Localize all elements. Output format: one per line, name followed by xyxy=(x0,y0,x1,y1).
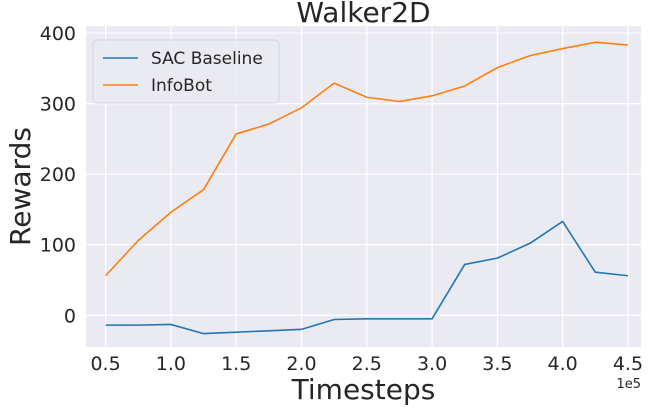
y-tick-label: 200 xyxy=(40,164,76,186)
series-line xyxy=(105,41,629,277)
x-tick-label: 4.0 xyxy=(548,353,578,375)
x-tick-label: 3.5 xyxy=(482,353,512,375)
y-axis-label: Rewards xyxy=(4,127,37,246)
x-tick-label: 4.5 xyxy=(613,353,643,375)
series-layer xyxy=(105,41,629,335)
chart-title: Walker2D xyxy=(296,0,430,29)
legend-label: InfoBot xyxy=(151,76,212,96)
x-tick-label: 1.5 xyxy=(221,353,251,375)
y-tick-label: 100 xyxy=(40,235,76,257)
y-tick-label: 300 xyxy=(40,94,76,116)
series-line xyxy=(105,220,629,335)
y-tick-label: 0 xyxy=(64,305,76,327)
x-tick-label: 3.0 xyxy=(417,353,447,375)
x-tick-label: 2.5 xyxy=(352,353,382,375)
x-tick-label: 1.0 xyxy=(156,353,186,375)
x-tick-label: 0.5 xyxy=(90,353,120,375)
x-axis-label: Timesteps xyxy=(291,373,436,406)
x-tick-label: 2.0 xyxy=(286,353,316,375)
x-axis-offset-label: 1e5 xyxy=(616,377,641,392)
legend-box xyxy=(92,39,280,104)
y-tick-labels: 0 100 200 300 400 xyxy=(40,23,76,327)
x-tick-labels: 0.5 1.0 1.5 2.0 2.5 3.0 3.5 4.0 4.5 xyxy=(90,353,643,375)
legend-label: SAC Baseline xyxy=(151,49,263,69)
legend: SAC Baseline InfoBot xyxy=(92,39,280,104)
y-tick-label: 400 xyxy=(40,23,76,45)
